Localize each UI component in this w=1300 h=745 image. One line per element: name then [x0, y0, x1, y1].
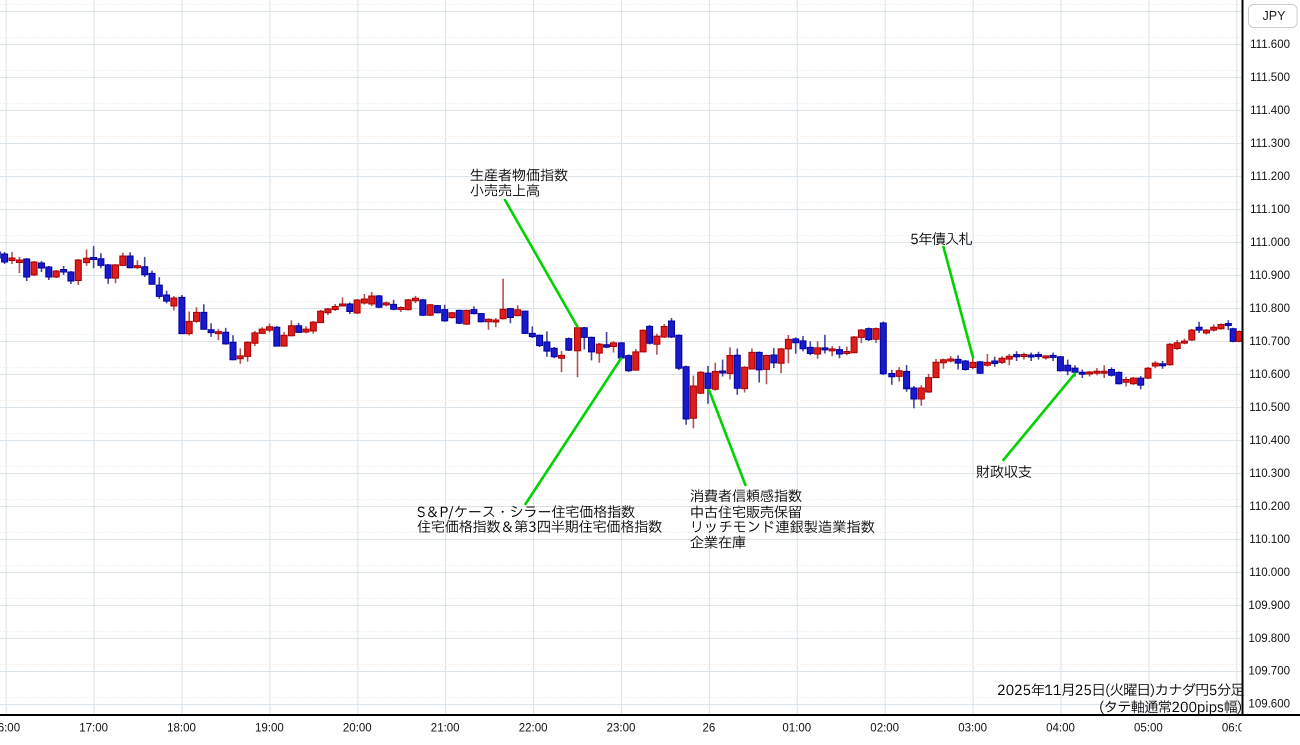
- svg-text:110.500: 110.500: [1249, 402, 1290, 414]
- svg-text:109.600: 109.600: [1248, 699, 1290, 711]
- svg-text:110.400: 110.400: [1249, 435, 1290, 447]
- svg-text:109.900: 109.900: [1248, 600, 1290, 612]
- svg-text:111.600: 111.600: [1250, 39, 1290, 51]
- svg-text:21:00: 21:00: [431, 723, 460, 735]
- svg-text:110.200: 110.200: [1249, 501, 1290, 513]
- svg-text:111.100: 111.100: [1250, 204, 1290, 216]
- svg-text:109.700: 109.700: [1248, 666, 1290, 678]
- svg-text:01:00: 01:00: [782, 723, 811, 735]
- svg-text:111.500: 111.500: [1250, 72, 1290, 84]
- svg-text:16:00: 16:00: [0, 723, 20, 735]
- svg-text:05:00: 05:00: [1134, 723, 1163, 735]
- svg-text:110.600: 110.600: [1249, 369, 1290, 381]
- svg-text:110.100: 110.100: [1249, 534, 1290, 546]
- svg-text:110.900: 110.900: [1249, 270, 1290, 282]
- svg-text:02:00: 02:00: [870, 723, 899, 735]
- svg-text:03:00: 03:00: [958, 723, 987, 735]
- svg-text:17:00: 17:00: [79, 723, 108, 735]
- svg-text:19:00: 19:00: [255, 723, 284, 735]
- svg-text:06:00: 06:00: [1222, 723, 1251, 735]
- svg-text:111.200: 111.200: [1250, 171, 1290, 183]
- svg-text:111.400: 111.400: [1250, 105, 1290, 117]
- svg-text:22:00: 22:00: [519, 723, 548, 735]
- svg-text:20:00: 20:00: [343, 723, 372, 735]
- svg-text:110.800: 110.800: [1249, 303, 1290, 315]
- svg-text:110.000: 110.000: [1249, 567, 1290, 579]
- svg-text:111.000: 111.000: [1250, 237, 1290, 249]
- svg-text:111.300: 111.300: [1250, 138, 1290, 150]
- svg-text:109.800: 109.800: [1248, 633, 1290, 645]
- svg-text:18:00: 18:00: [167, 723, 196, 735]
- svg-text:26: 26: [703, 723, 716, 735]
- svg-text:JPY: JPY: [1263, 9, 1287, 23]
- svg-text:110.300: 110.300: [1249, 468, 1290, 480]
- svg-text:04:00: 04:00: [1046, 723, 1075, 735]
- svg-text:23:00: 23:00: [607, 723, 636, 735]
- svg-text:110.700: 110.700: [1249, 336, 1290, 348]
